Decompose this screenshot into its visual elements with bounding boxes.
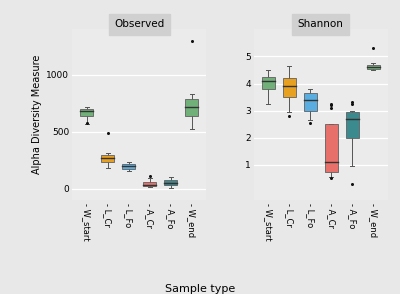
Bar (122, 164, 135, 169)
Bar (283, 78, 296, 97)
Bar (325, 124, 338, 171)
Bar (186, 99, 198, 116)
Y-axis label: Alpha Diversity Measure: Alpha Diversity Measure (32, 55, 42, 174)
Bar (144, 182, 156, 186)
Bar (164, 180, 177, 186)
Text: Sample type: Sample type (165, 284, 235, 294)
Title: Observed: Observed (114, 19, 164, 29)
Bar (80, 109, 93, 116)
Bar (304, 93, 316, 111)
Bar (367, 65, 380, 69)
Bar (262, 77, 274, 89)
Bar (346, 112, 358, 138)
Bar (102, 155, 114, 162)
Title: Shannon: Shannon (298, 19, 344, 29)
